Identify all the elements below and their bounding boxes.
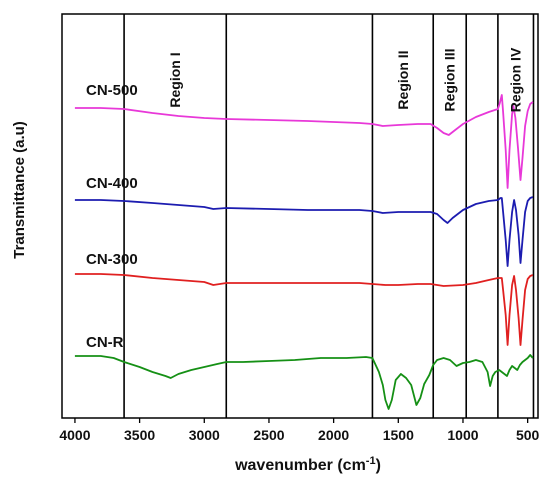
region-dividers	[123, 14, 535, 418]
x-tick-label: 500	[516, 427, 540, 443]
y-axis-label: Transmittance (a.u)	[11, 121, 28, 259]
region-labels: Region I Region II Region III Region IV	[167, 47, 524, 112]
series-line-cn-400	[74, 196, 534, 267]
region-label-4: Region IV	[508, 47, 524, 112]
region-label-3: Region III	[442, 48, 458, 111]
series-label-cn-300: CN-300	[86, 251, 138, 268]
x-tick-label: 3500	[124, 427, 155, 443]
series-labels: CN-500 CN-400 CN-300 CN-R	[86, 82, 138, 351]
x-axis-label: wavenumber (cm-1)	[234, 455, 381, 474]
series-label-cn-500: CN-500	[86, 82, 138, 99]
series-label-cn-400: CN-400	[86, 175, 138, 192]
x-tick-label: 3000	[189, 427, 220, 443]
region-label-2: Region II	[395, 50, 411, 109]
x-tick-label: 2000	[318, 427, 349, 443]
series-label-cn-r: CN-R	[86, 334, 124, 351]
series-lines	[74, 94, 534, 410]
plot-frame	[61, 13, 539, 419]
region-label-1: Region I	[167, 52, 183, 107]
x-tick-label: 2500	[253, 427, 284, 443]
series-line-cn-r	[74, 354, 534, 410]
x-axis-ticks: 4000 3500 3000 2500 2000 1500 1000 500	[59, 418, 540, 443]
series-line-cn-500	[74, 94, 534, 189]
series-line-cn-300	[74, 273, 534, 346]
x-tick-label: 1500	[383, 427, 414, 443]
x-tick-label: 1000	[447, 427, 478, 443]
x-tick-label: 4000	[59, 427, 90, 443]
